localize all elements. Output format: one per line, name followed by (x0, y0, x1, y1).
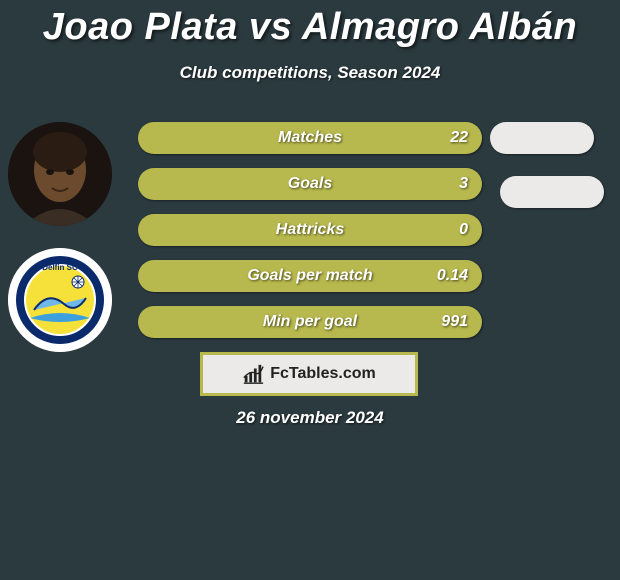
opponent-pill (490, 122, 594, 154)
stat-row-matches: Matches 22 (138, 122, 482, 154)
stats-bars: Matches 22 Goals 3 Hattricks 0 Goals per… (138, 122, 482, 352)
stat-label: Hattricks (276, 221, 344, 239)
opponent-pills (490, 122, 600, 214)
club-crest: Delfin SC Manta (8, 248, 112, 352)
subtitle: Club competitions, Season 2024 (0, 63, 620, 83)
crest-text-top: Delfin SC (42, 263, 78, 272)
player-head-icon (8, 122, 112, 226)
stat-value: 0.14 (437, 267, 468, 285)
stat-value: 22 (450, 129, 468, 147)
stat-label: Goals (288, 175, 332, 193)
stat-label: Min per goal (263, 313, 357, 331)
brand-text: FcTables.com (270, 365, 376, 383)
stat-label: Matches (278, 129, 342, 147)
stat-row-goals-per-match: Goals per match 0.14 (138, 260, 482, 292)
date-label: 26 november 2024 (0, 408, 620, 428)
brand-chart-icon (242, 363, 264, 385)
stat-value: 0 (459, 221, 468, 239)
avatars-column: Delfin SC Manta (8, 122, 120, 374)
player-avatar (8, 122, 112, 226)
opponent-pill (500, 176, 604, 208)
stat-row-min-per-goal: Min per goal 991 (138, 306, 482, 338)
club-crest-icon: Delfin SC Manta (8, 248, 112, 352)
brand-box[interactable]: FcTables.com (200, 352, 418, 396)
stat-value: 3 (459, 175, 468, 193)
stat-label: Goals per match (247, 267, 372, 285)
stat-value: 991 (441, 313, 468, 331)
stat-row-hattricks: Hattricks 0 (138, 214, 482, 246)
page-title: Joao Plata vs Almagro Albán (0, 0, 620, 49)
stat-row-goals: Goals 3 (138, 168, 482, 200)
crest-text-bottom: Manta (48, 335, 72, 344)
